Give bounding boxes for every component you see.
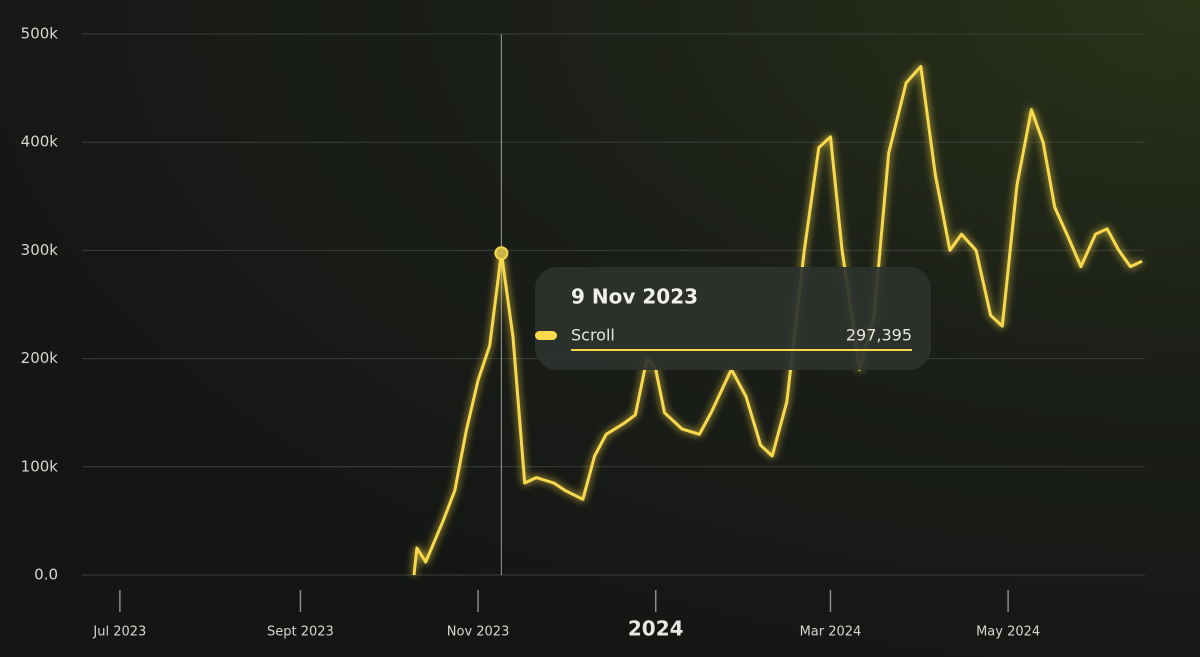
hover-point [494, 246, 509, 261]
tooltip-value: 297,395 [846, 326, 912, 345]
y-tick-label: 500k [21, 25, 59, 43]
x-tick-label: Nov 2023 [447, 625, 510, 640]
tooltip-series: Scroll [571, 326, 615, 345]
tooltip-title: 9 Nov 2023 [571, 285, 698, 309]
legend-swatch [535, 331, 557, 340]
x-tick-label: 2024 [628, 617, 684, 641]
y-tick-label: 300k [21, 241, 59, 259]
tooltip: 9 Nov 2023 Scroll 297,395 [535, 267, 931, 370]
y-tick-label: 400k [21, 133, 59, 151]
x-tick-label: May 2024 [976, 625, 1040, 640]
tooltip-box [535, 267, 931, 370]
x-tick-label: Jul 2023 [92, 625, 146, 640]
y-tick-label: 100k [21, 457, 59, 475]
grid: 0.0 100k 200k 300k 400k 500k Jul 2023 Sept 2023… [21, 25, 1145, 641]
x-tick-label: Mar 2024 [800, 625, 862, 640]
y-tick-label: 0.0 [34, 566, 58, 584]
plot [412, 65, 1143, 576]
y-tick-label: 200k [21, 349, 59, 367]
x-tick-label: Sept 2023 [267, 625, 334, 640]
series-line [412, 65, 1143, 576]
